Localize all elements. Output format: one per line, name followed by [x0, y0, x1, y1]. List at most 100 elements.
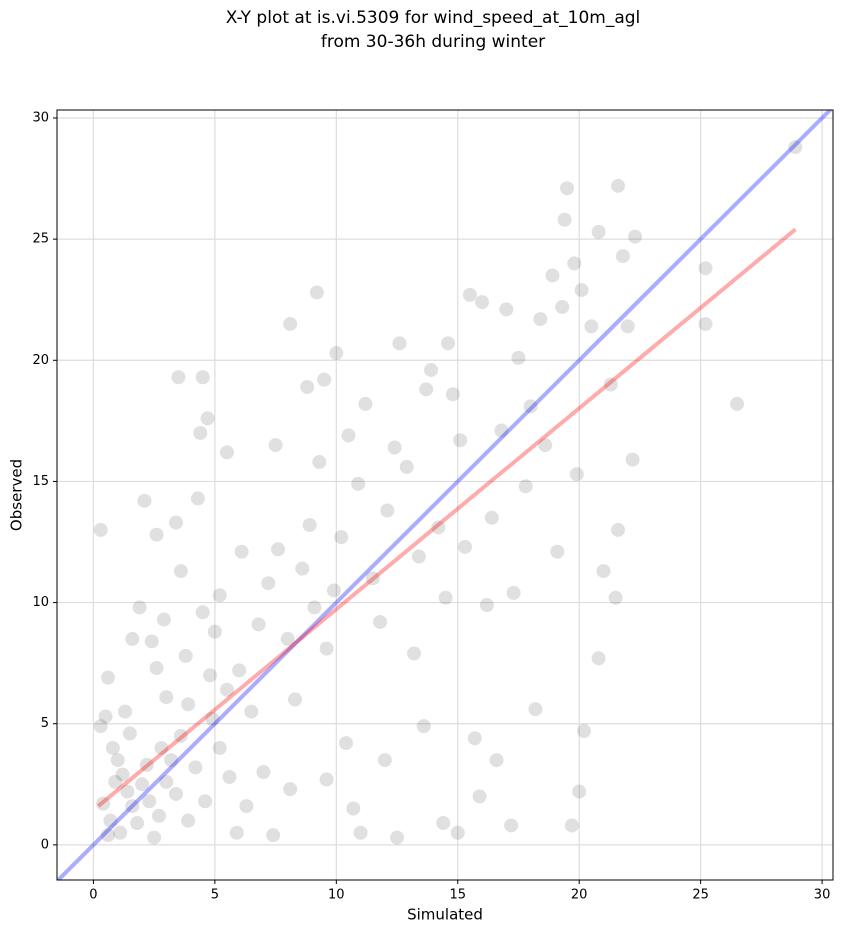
chart-subtitle: from 30-36h during winter	[321, 32, 545, 52]
point	[232, 663, 247, 678]
point	[511, 350, 526, 365]
point	[538, 438, 553, 453]
point	[499, 302, 514, 317]
point	[334, 530, 349, 545]
point	[178, 648, 193, 663]
point	[411, 549, 426, 564]
point	[203, 668, 218, 683]
point	[156, 612, 171, 627]
point	[458, 539, 473, 554]
point	[419, 382, 434, 397]
point	[407, 646, 422, 661]
point	[149, 660, 164, 675]
point	[387, 440, 402, 455]
point	[436, 816, 451, 831]
point	[171, 370, 186, 385]
point	[93, 522, 108, 537]
point	[169, 786, 184, 801]
chart-title: X-Y plot at is.vi.5309 for wind_speed_at…	[226, 8, 641, 28]
point	[309, 285, 324, 300]
point	[207, 624, 222, 639]
point	[169, 515, 184, 530]
y-tick-label: 10	[32, 595, 49, 610]
point	[101, 828, 116, 843]
point	[506, 585, 521, 600]
point	[484, 510, 499, 525]
point	[591, 651, 606, 666]
point	[341, 428, 356, 443]
point	[159, 774, 174, 789]
point	[628, 229, 643, 244]
point	[193, 425, 208, 440]
point	[373, 614, 388, 629]
point	[268, 438, 283, 453]
point	[122, 726, 137, 741]
point	[149, 527, 164, 542]
point	[625, 452, 640, 467]
point	[603, 377, 618, 392]
point	[358, 396, 373, 411]
point	[295, 561, 310, 576]
plot-area	[57, 110, 833, 880]
point	[118, 704, 133, 719]
point	[620, 319, 635, 334]
point	[489, 753, 504, 768]
point	[96, 796, 111, 811]
point	[212, 588, 227, 603]
point	[195, 605, 210, 620]
point	[125, 799, 140, 814]
point	[173, 564, 188, 579]
point	[312, 455, 327, 470]
point	[353, 825, 368, 840]
point	[256, 765, 271, 780]
point	[93, 719, 108, 734]
x-tick-label: 15	[449, 888, 466, 903]
point	[453, 433, 468, 448]
point	[288, 692, 303, 707]
point	[147, 830, 162, 845]
point	[125, 631, 140, 646]
point	[380, 503, 395, 518]
point	[560, 181, 575, 196]
point	[698, 316, 713, 331]
point	[271, 542, 286, 557]
point	[244, 704, 259, 719]
point	[584, 319, 599, 334]
point	[200, 411, 215, 426]
point	[195, 370, 210, 385]
point	[479, 598, 494, 612]
point	[105, 740, 120, 755]
point	[135, 777, 150, 792]
point	[416, 719, 431, 734]
point	[572, 784, 587, 799]
point	[569, 467, 584, 482]
y-tick-label: 0	[41, 837, 49, 852]
point	[113, 825, 128, 840]
point	[261, 576, 276, 591]
point	[528, 702, 543, 717]
point	[144, 634, 159, 649]
point	[188, 760, 203, 775]
point	[98, 709, 113, 724]
point	[326, 583, 341, 598]
point	[351, 476, 366, 491]
point	[329, 346, 344, 361]
point	[467, 731, 482, 746]
x-tick-label: 25	[692, 888, 709, 903]
point	[283, 316, 298, 331]
point	[545, 268, 560, 283]
point	[615, 249, 630, 264]
y-tick-label: 30	[32, 110, 49, 125]
point	[234, 544, 249, 559]
y-axis-label: Observed	[8, 459, 26, 531]
point	[494, 423, 509, 438]
point	[190, 491, 205, 506]
point	[302, 518, 317, 533]
point	[564, 818, 579, 833]
y-tick-label: 25	[32, 232, 49, 247]
point	[181, 813, 196, 828]
point	[307, 600, 322, 615]
point	[142, 794, 157, 809]
point	[574, 283, 589, 298]
point	[730, 396, 745, 411]
